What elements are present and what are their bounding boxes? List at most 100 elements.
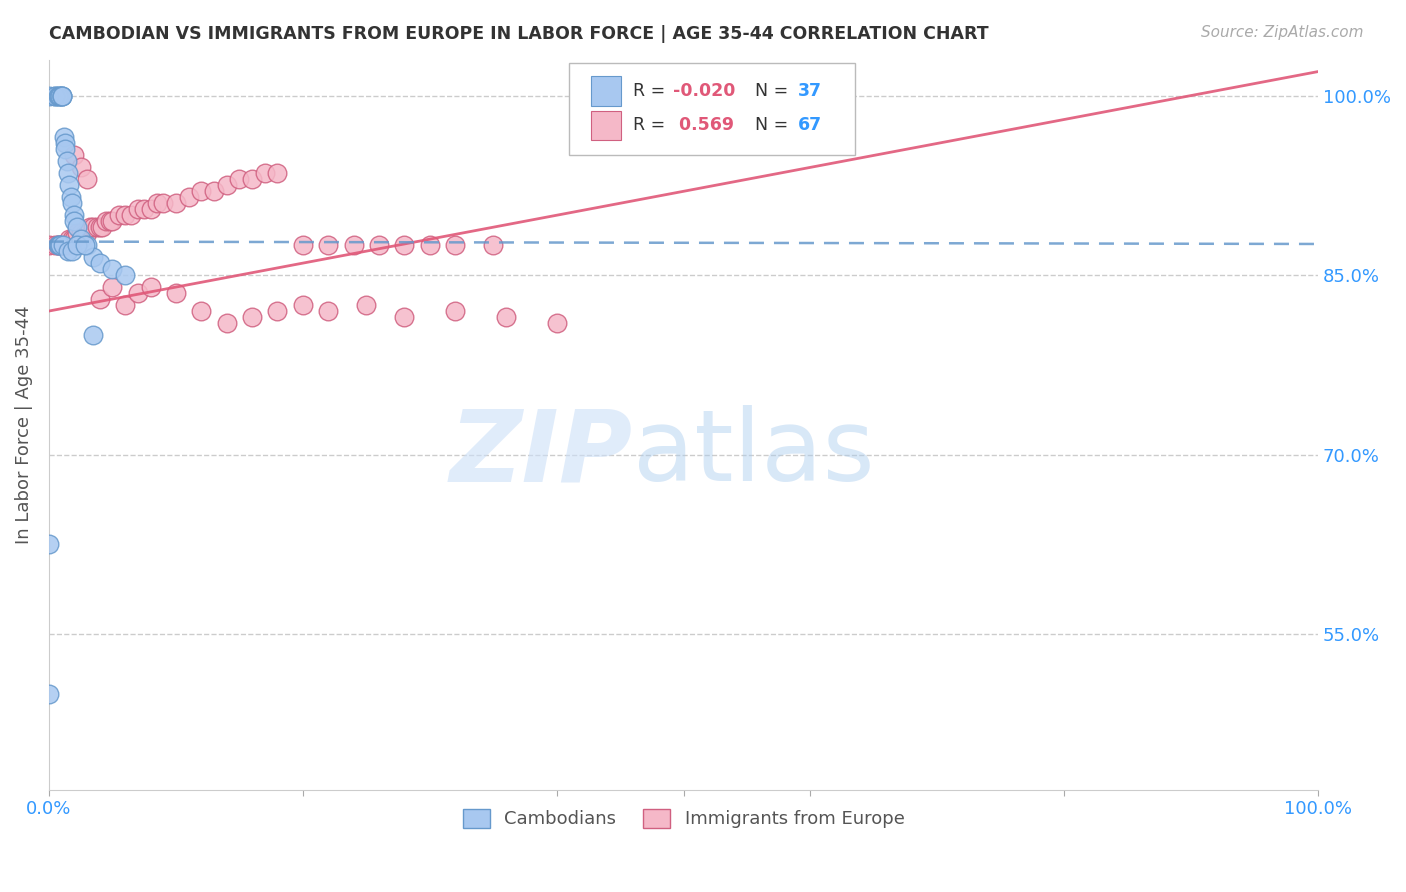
- Point: [146, 196, 169, 211]
- Point: [91, 220, 114, 235]
- Point: [291, 298, 314, 312]
- Point: [101, 262, 124, 277]
- Point: [48, 238, 70, 252]
- Point: [114, 268, 136, 282]
- Point: [46, 238, 69, 252]
- Point: [215, 178, 238, 193]
- Point: [51, 238, 73, 252]
- Point: [55, 142, 77, 156]
- Point: [73, 226, 96, 240]
- Point: [46, 238, 69, 252]
- Point: [49, 88, 72, 103]
- Point: [48, 88, 70, 103]
- Point: [165, 286, 187, 301]
- Text: N =: N =: [744, 82, 794, 100]
- Point: [394, 238, 416, 252]
- Point: [38, 238, 60, 252]
- Point: [89, 292, 111, 306]
- Point: [202, 184, 225, 198]
- Text: atlas: atlas: [633, 406, 875, 502]
- Point: [152, 196, 174, 211]
- Point: [394, 310, 416, 324]
- Point: [51, 88, 73, 103]
- Point: [94, 214, 117, 228]
- Point: [55, 238, 77, 252]
- Point: [253, 166, 276, 180]
- Point: [49, 238, 72, 252]
- Text: 67: 67: [797, 116, 823, 135]
- Point: [89, 220, 111, 235]
- Point: [89, 256, 111, 270]
- Point: [215, 316, 238, 330]
- Point: [59, 190, 82, 204]
- Point: [82, 250, 104, 264]
- Text: N =: N =: [744, 116, 794, 135]
- Text: CAMBODIAN VS IMMIGRANTS FROM EUROPE IN LABOR FORCE | AGE 35-44 CORRELATION CHART: CAMBODIAN VS IMMIGRANTS FROM EUROPE IN L…: [49, 25, 988, 43]
- Y-axis label: In Labor Force | Age 35-44: In Labor Force | Age 35-44: [15, 305, 32, 544]
- Point: [60, 196, 83, 211]
- Point: [79, 220, 101, 235]
- Point: [44, 238, 66, 252]
- Bar: [591, 77, 621, 105]
- Text: 0.569: 0.569: [673, 116, 734, 135]
- Point: [44, 88, 66, 103]
- Point: [58, 178, 80, 193]
- Point: [38, 687, 60, 701]
- Text: R =: R =: [633, 82, 671, 100]
- Point: [66, 238, 89, 252]
- Point: [63, 208, 86, 222]
- Point: [48, 238, 70, 252]
- Text: R =: R =: [633, 116, 671, 135]
- Point: [127, 286, 149, 301]
- Point: [56, 166, 79, 180]
- Point: [356, 298, 378, 312]
- Point: [66, 226, 89, 240]
- Legend: Cambodians, Immigrants from Europe: Cambodians, Immigrants from Europe: [456, 801, 911, 836]
- Point: [38, 88, 60, 103]
- Point: [240, 310, 263, 324]
- Point: [266, 166, 288, 180]
- Point: [316, 304, 339, 318]
- Point: [46, 88, 69, 103]
- Point: [60, 244, 83, 259]
- Point: [121, 208, 143, 222]
- Point: [69, 161, 91, 175]
- Point: [44, 88, 66, 103]
- Point: [51, 88, 73, 103]
- Point: [114, 298, 136, 312]
- Point: [342, 238, 364, 252]
- Point: [495, 310, 517, 324]
- Point: [114, 208, 136, 222]
- Point: [82, 220, 104, 235]
- Point: [69, 226, 91, 240]
- Point: [63, 214, 86, 228]
- Point: [482, 238, 505, 252]
- Point: [76, 226, 98, 240]
- Point: [368, 238, 391, 252]
- Point: [63, 148, 86, 162]
- Point: [139, 280, 162, 294]
- Point: [101, 280, 124, 294]
- Point: [86, 220, 108, 235]
- Point: [177, 190, 200, 204]
- Point: [444, 304, 467, 318]
- Point: [55, 154, 77, 169]
- Point: [63, 232, 86, 246]
- Point: [546, 316, 568, 330]
- Point: [139, 202, 162, 217]
- Text: ZIP: ZIP: [450, 406, 633, 502]
- Point: [134, 202, 156, 217]
- Point: [53, 238, 76, 252]
- Point: [291, 238, 314, 252]
- Point: [419, 238, 441, 252]
- Text: -0.020: -0.020: [673, 82, 735, 100]
- Point: [51, 88, 73, 103]
- Point: [55, 136, 77, 151]
- Point: [165, 196, 187, 211]
- Point: [190, 184, 212, 198]
- Point: [60, 232, 83, 246]
- Point: [76, 238, 98, 252]
- Bar: [591, 111, 621, 140]
- Point: [53, 130, 76, 145]
- Point: [58, 232, 80, 246]
